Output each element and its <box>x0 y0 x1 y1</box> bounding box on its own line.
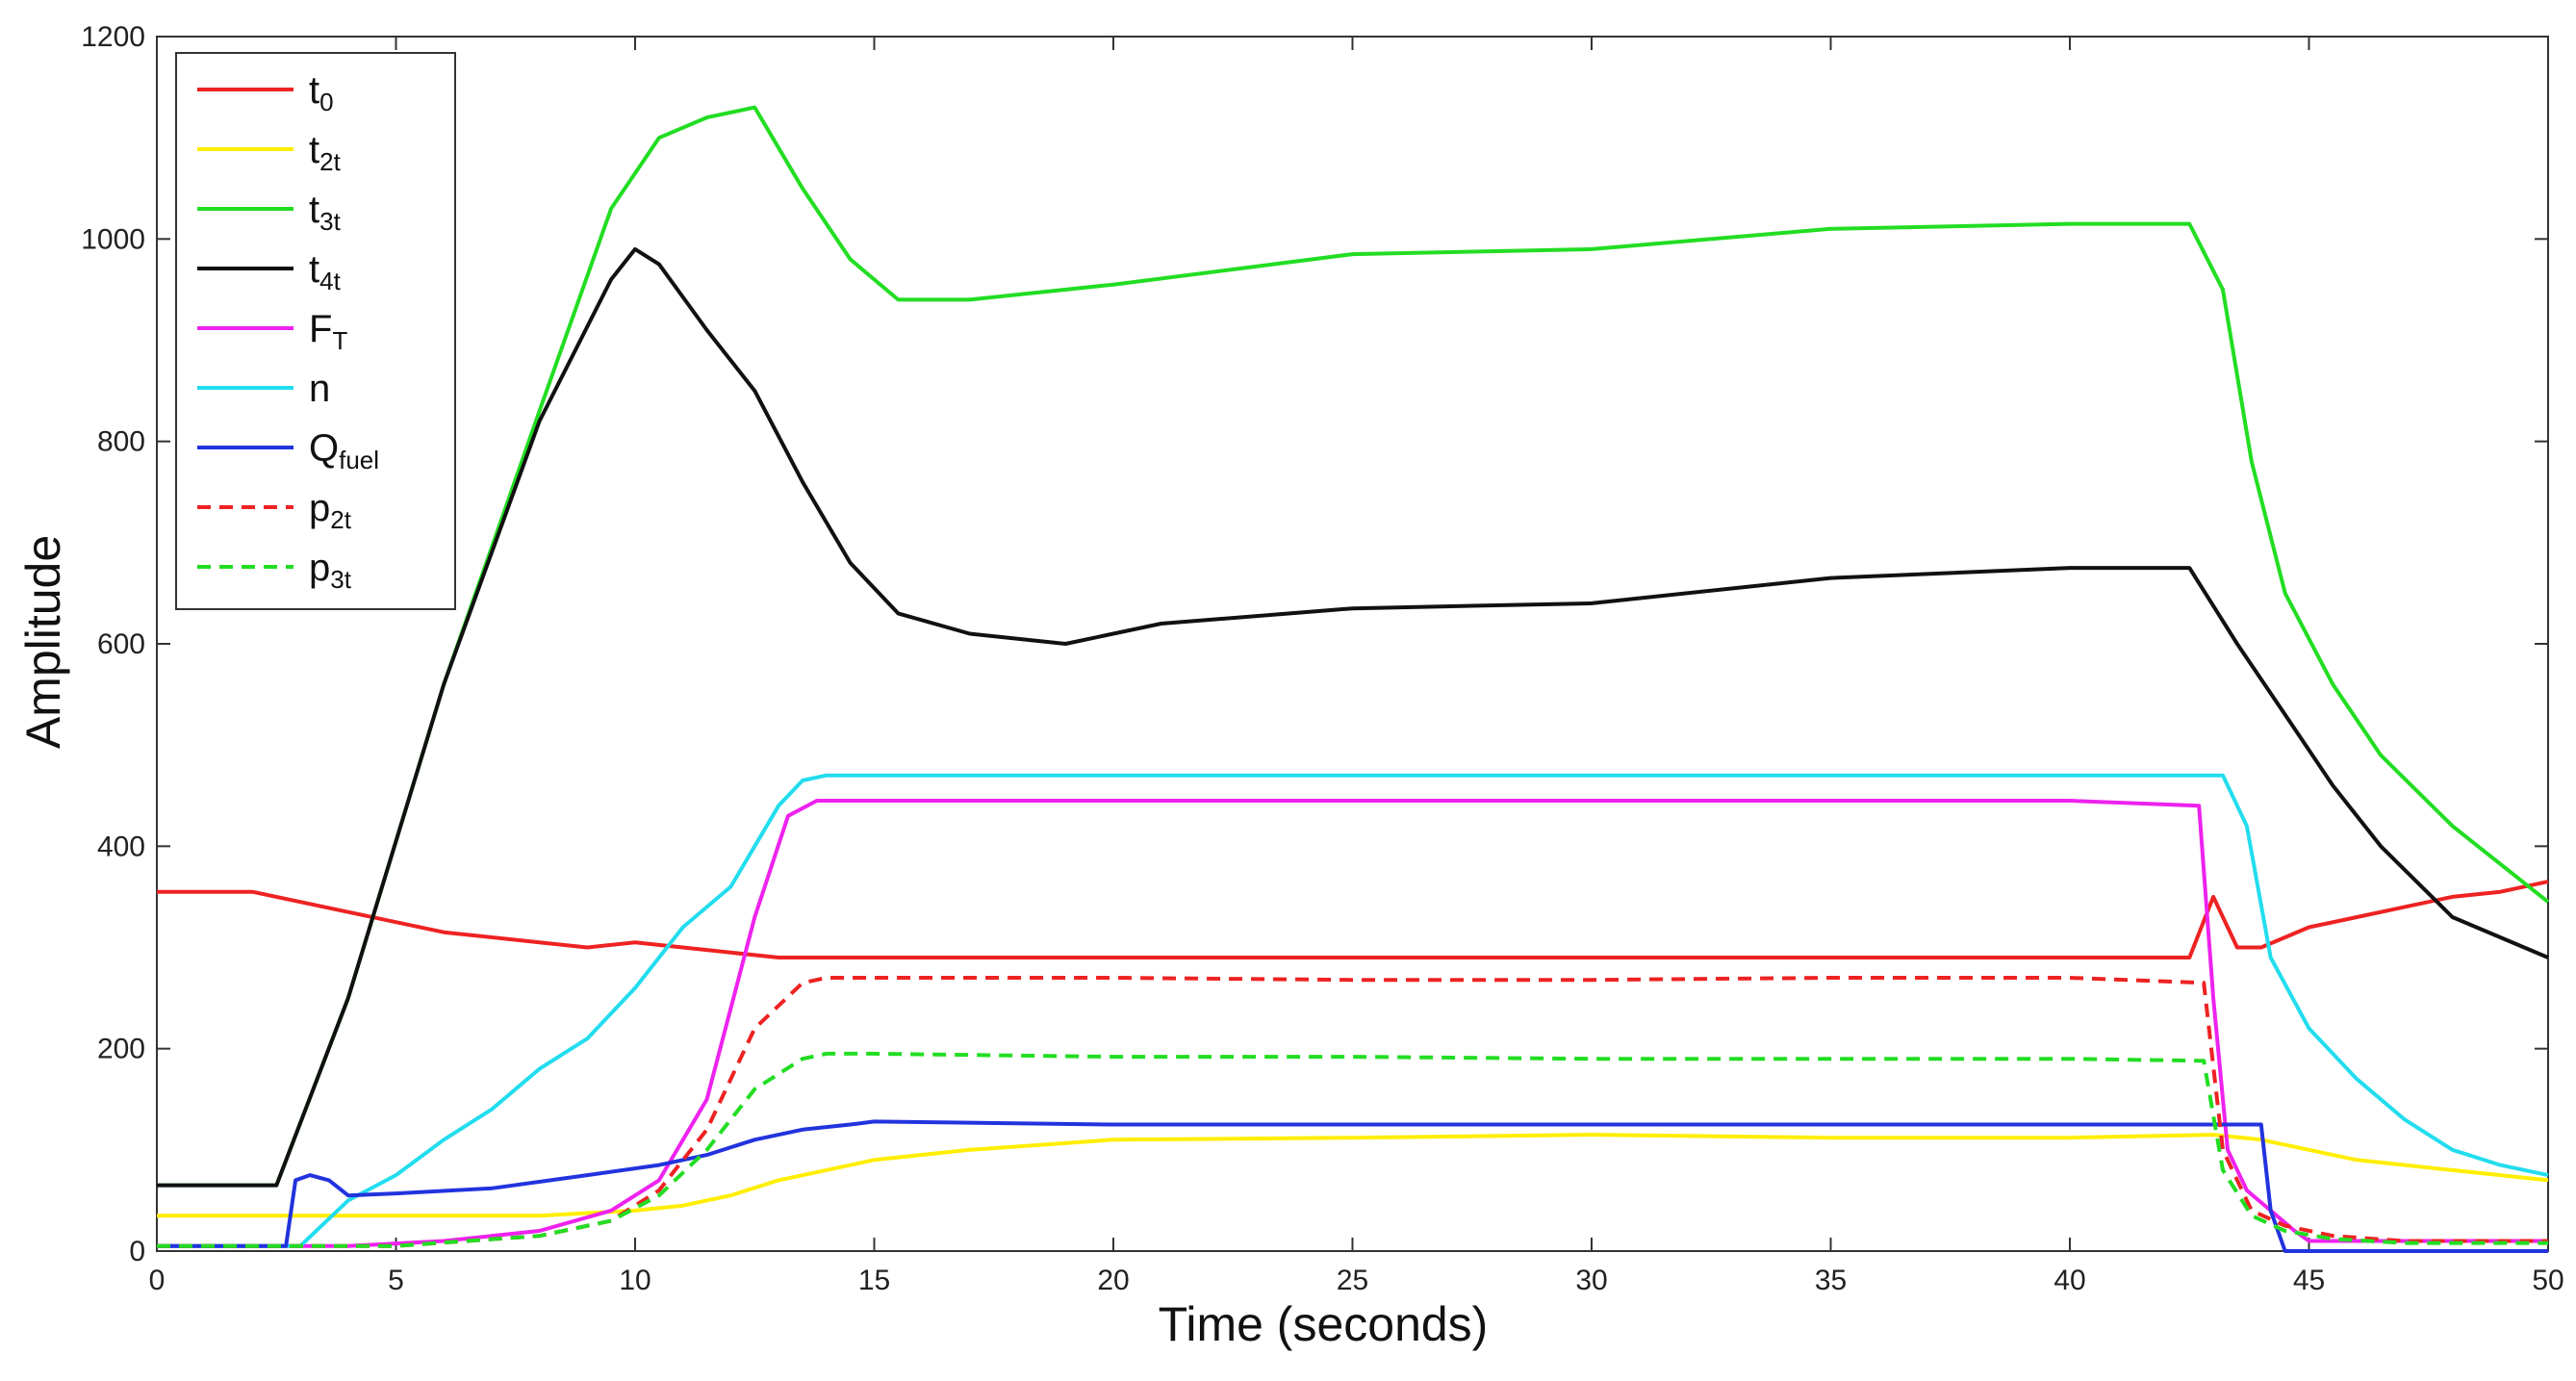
legend-label-main: t <box>309 69 319 112</box>
plot-frame-group <box>156 36 2549 1252</box>
y-tick-label: 1000 <box>81 223 145 255</box>
legend-label-sub: 3t <box>330 565 351 594</box>
series-line-t2t <box>157 1133 2549 1218</box>
y-tick-label: 1200 <box>81 21 145 53</box>
legend-label-sub: 4t <box>319 267 341 295</box>
legend-label-main: p <box>309 487 330 529</box>
y-tick-label: 800 <box>97 426 145 458</box>
series-group <box>157 105 2550 1253</box>
x-tick-label: 10 <box>619 1265 650 1296</box>
legend-entry-ft: FT <box>309 308 347 355</box>
y-tick-label: 600 <box>97 628 145 660</box>
legend-label-main: p <box>309 547 330 589</box>
legend-entry-t4t: t4t <box>309 248 342 295</box>
ticks-group: 0 5 10 15 20 25 30 35 40 45 50 0 200 400 600 800 1000 120… <box>81 21 2563 1296</box>
legend-box <box>175 52 456 610</box>
series-line-t4t <box>157 246 2549 1188</box>
x-tick-label: 25 <box>1337 1265 1368 1296</box>
legend-entry-t0: t0 <box>309 69 334 116</box>
legend-label-main: Q <box>309 427 339 470</box>
x-tick-label: 0 <box>149 1265 166 1296</box>
legend-label-main: t <box>309 248 319 291</box>
y-tick-label: 0 <box>129 1236 145 1267</box>
plot-area <box>156 36 2549 1252</box>
y-axis-title: Amplitude <box>16 535 70 749</box>
legend-label-main: F <box>309 308 332 350</box>
legend-label-sub: 0 <box>319 88 333 116</box>
x-tick-label: 20 <box>1097 1265 1129 1296</box>
x-tick-label: 30 <box>1575 1265 1607 1296</box>
x-axis-title: Time (seconds) <box>1159 1297 1489 1351</box>
x-tick-label: 50 <box>2532 1265 2563 1296</box>
legend-entry-t3t: t3t <box>309 189 342 236</box>
legend-entry-p2t: p2t <box>309 487 352 534</box>
legend-label-sub: T <box>332 326 347 355</box>
x-tick-label: 45 <box>2293 1265 2325 1296</box>
series-line-n <box>157 773 2549 1248</box>
series-line-ft <box>157 799 2548 1248</box>
legend-label-sub: 3t <box>319 207 341 236</box>
legend-entry-t2t: t2t <box>309 129 342 176</box>
y-tick-label: 400 <box>97 831 145 862</box>
legend-label-sub: fuel <box>339 446 379 474</box>
series-line-t0 <box>157 880 2549 959</box>
series-line-p2t <box>157 976 2548 1248</box>
x-tick-label: 40 <box>2053 1265 2085 1296</box>
series-line-p3t <box>157 1051 2548 1248</box>
legend-label-sub: 2t <box>330 505 351 534</box>
series-line-t3t <box>157 105 2550 1188</box>
x-tick-label: 15 <box>858 1265 890 1296</box>
legend-label-main: t <box>309 129 319 171</box>
legend-entry-qfuel: Qfuel <box>309 427 379 474</box>
legend-label-main: n <box>309 368 330 410</box>
x-tick-label: 35 <box>1815 1265 1847 1296</box>
legend-label-main: t <box>309 189 319 231</box>
x-tick-label: 5 <box>388 1265 404 1296</box>
y-tick-label: 200 <box>97 1034 145 1065</box>
legend-entry-p3t: p3t <box>309 547 352 594</box>
legend-label-sub: 2t <box>319 147 341 176</box>
legend-entry-n: n <box>309 368 330 410</box>
